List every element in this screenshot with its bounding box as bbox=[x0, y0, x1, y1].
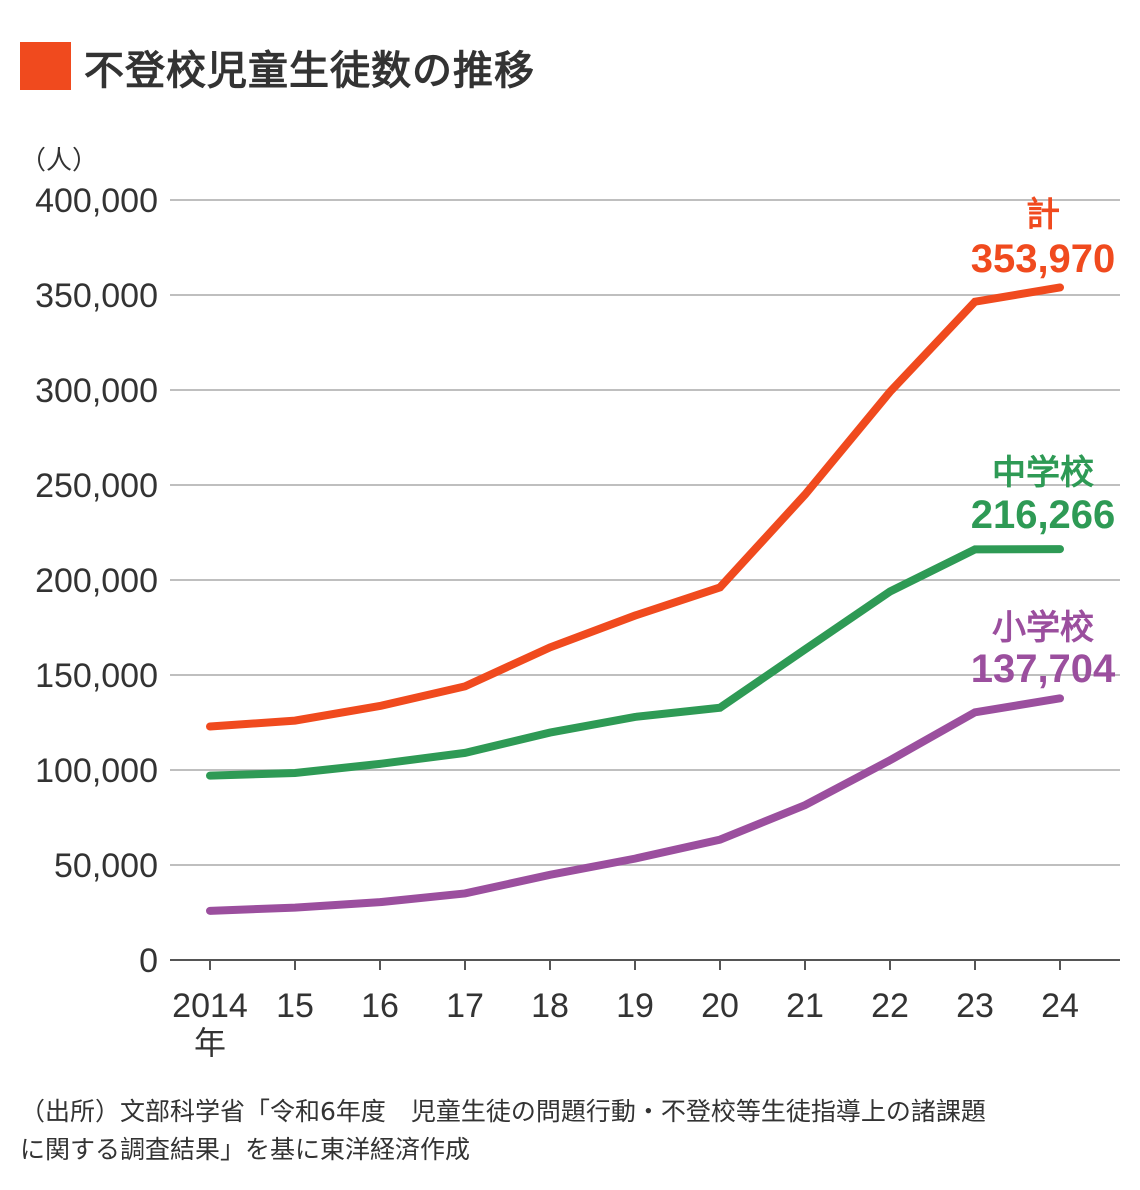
x-tick-label: 17 bbox=[446, 987, 484, 1025]
x-tick-label: 15 bbox=[276, 987, 314, 1025]
y-tick-label: 100,000 bbox=[35, 752, 158, 790]
series-line-2 bbox=[206, 694, 1064, 915]
y-tick-label: 150,000 bbox=[35, 657, 158, 695]
y-tick-label: 200,000 bbox=[35, 562, 158, 600]
series-end-value-label: 353,970 bbox=[971, 237, 1116, 281]
series-line-0 bbox=[206, 283, 1064, 731]
y-tick-label: 0 bbox=[139, 942, 158, 980]
y-axis-unit: （人） bbox=[20, 146, 99, 176]
source-line-1: （出所）文部科学省「令和6年度 児童生徒の問題行動・不登校等生徒指導上の諸課題 bbox=[20, 1097, 986, 1126]
x-tick-label: 20 bbox=[701, 987, 739, 1025]
x-tick-label: 24 bbox=[1041, 987, 1079, 1025]
source-line-2: に関する調査結果」を基に東洋経済作成 bbox=[20, 1135, 471, 1164]
series-end-value-label: 137,704 bbox=[971, 647, 1116, 691]
chart-title: 不登校児童生徒数の推移 bbox=[84, 48, 535, 94]
title-marker bbox=[20, 42, 71, 90]
y-tick-label: 50,000 bbox=[54, 847, 158, 885]
x-tick-label: 2014 bbox=[172, 987, 248, 1025]
series-name-label: 小学校 bbox=[992, 608, 1094, 648]
series-line-1 bbox=[206, 545, 1064, 780]
x-tick-label: 19 bbox=[616, 987, 654, 1025]
series-name-label: 中学校 bbox=[992, 453, 1094, 493]
x-tick-label: 23 bbox=[956, 987, 994, 1025]
x-tick-label: 22 bbox=[871, 987, 909, 1025]
x-tick-suffix: 年 bbox=[194, 1024, 226, 1062]
series-end-value-label: 216,266 bbox=[971, 493, 1116, 537]
x-tick-label: 16 bbox=[361, 987, 399, 1025]
y-tick-label: 250,000 bbox=[35, 467, 158, 505]
x-tick-label: 18 bbox=[531, 987, 569, 1025]
x-tick-label: 21 bbox=[786, 987, 824, 1025]
series-name-label: 計 bbox=[1026, 195, 1060, 235]
y-tick-label: 400,000 bbox=[35, 182, 158, 220]
y-tick-label: 300,000 bbox=[35, 372, 158, 410]
y-tick-label: 350,000 bbox=[35, 277, 158, 315]
